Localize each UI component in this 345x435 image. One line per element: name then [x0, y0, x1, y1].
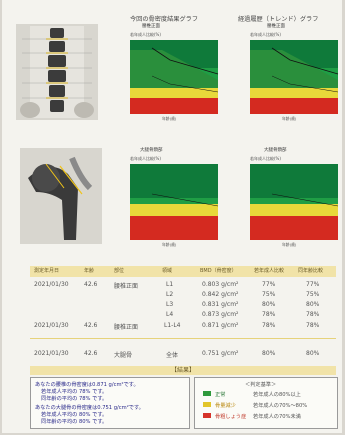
summary-line-2: 若年成人平均の 78% です。	[41, 389, 108, 395]
summary-line-5: 若年成人平均の 80% です。	[41, 412, 108, 418]
table-row: 2021/01/30 42.6 大腿骨 全体 0.751 g/cm² 80% 80%	[34, 350, 320, 359]
chart1-y-axis-label: 若年成人比較(%)	[130, 31, 161, 37]
legend-osteopenia-label: 骨量減少	[215, 403, 236, 409]
chart1-x-axis-label: 年齢(歳)	[162, 116, 177, 121]
bmd-graph-title: 今回の骨密度結果グラフ	[130, 16, 199, 23]
legend-normal-text: 若年成人の80%以上	[253, 392, 301, 398]
table-row: L2 0.842 g/cm² 75% 75%	[166, 291, 320, 298]
table-row: L4 0.873 g/cm² 78% 78%	[166, 311, 320, 318]
legend-osteoporosis-label: 骨粗しょう症	[215, 414, 247, 420]
col-young-adult: 若年成人比較	[254, 268, 285, 274]
chart2-region-label: 腰椎正面	[267, 24, 285, 29]
legend-osteopenia-swatch	[203, 402, 211, 407]
legend-osteoporosis-swatch	[203, 413, 211, 418]
chart1-region-label: 腰椎正面	[142, 24, 160, 29]
chart4-region-label: 大腿骨頚部	[264, 148, 287, 153]
table-row: L3 0.831 g/cm² 80% 80%	[166, 301, 320, 308]
trend-graph-title: 経過履歴（トレンド）グラフ	[238, 16, 319, 23]
col-date: 測定年月日	[34, 268, 60, 274]
trend-zone-chart-lumbar: 若年成人比較(%) 年齢(歳)	[242, 30, 342, 122]
criteria-legend-box: ＜判定基準＞ 正常 若年成人の80%以上 骨量減少 若年成人の70%〜80% 骨…	[194, 377, 338, 429]
summary-title: 【結果】	[30, 366, 336, 375]
col-age: 年齢	[84, 268, 95, 274]
criteria-title: ＜判定基準＞	[245, 382, 277, 388]
summary-line-6: 同年齢の平均の 80% です。	[41, 419, 108, 425]
spine-xray-image	[16, 24, 98, 120]
col-same-age: 同年齢比較	[298, 268, 324, 274]
legend-osteopenia-text: 若年成人の70%〜80%	[253, 403, 308, 409]
bmd-zone-chart-femur: 若年成人比較(%) 年齢(歳)	[122, 154, 222, 248]
femur-xray-image	[20, 148, 102, 244]
chart4-x-axis-label: 年齢(歳)	[282, 242, 297, 247]
chart3-y-axis-label: 若年成人比較(%)	[130, 155, 161, 161]
summary-text-box: あなたの腰椎の骨密度は0.871 g/cm²です。 若年成人平均の 78% です…	[30, 377, 190, 429]
col-bmd: BMD（骨密度）	[200, 268, 237, 274]
legend-normal-swatch	[203, 391, 211, 396]
table-divider	[30, 338, 336, 339]
chart2-x-axis-label: 年齢(歳)	[282, 116, 297, 121]
table-row: 2021/01/30 42.6 腰椎正面 L1 0.803 g/cm² 77% 77%	[34, 281, 320, 290]
legend-osteoporosis-text: 若年成人の70%未満	[253, 414, 301, 420]
col-site: 部位	[114, 268, 125, 274]
col-region: 領域	[162, 268, 173, 274]
summary-line-1: あなたの腰椎の骨密度は0.871 g/cm²です。	[35, 382, 139, 388]
summary-line-4: あなたの大腿骨の骨密度は0.751 g/cm²です。	[35, 405, 144, 411]
legend-normal-label: 正常	[215, 392, 226, 398]
results-table-header: 測定年月日 年齢 部位 領域 BMD（骨密度） 若年成人比較 同年齢比較	[30, 266, 336, 277]
chart3-x-axis-label: 年齢(歳)	[162, 242, 177, 247]
trend-zone-chart-femur: 若年成人比較(%) 年齢(歳)	[242, 154, 342, 248]
chart2-y-axis-label: 若年成人比較(%)	[250, 31, 281, 37]
bmd-zone-chart-lumbar: 若年成人比較(%) 年齢(歳)	[122, 30, 222, 122]
chart4-y-axis-label: 若年成人比較(%)	[250, 155, 281, 161]
summary-line-3: 同年齢の平均の 78% です。	[41, 396, 108, 402]
table-row: 2021/01/30 42.6 腰椎正面 L1-L4 0.871 g/cm² 78% …	[34, 322, 320, 331]
chart3-region-label: 大腿骨頚部	[140, 148, 163, 153]
